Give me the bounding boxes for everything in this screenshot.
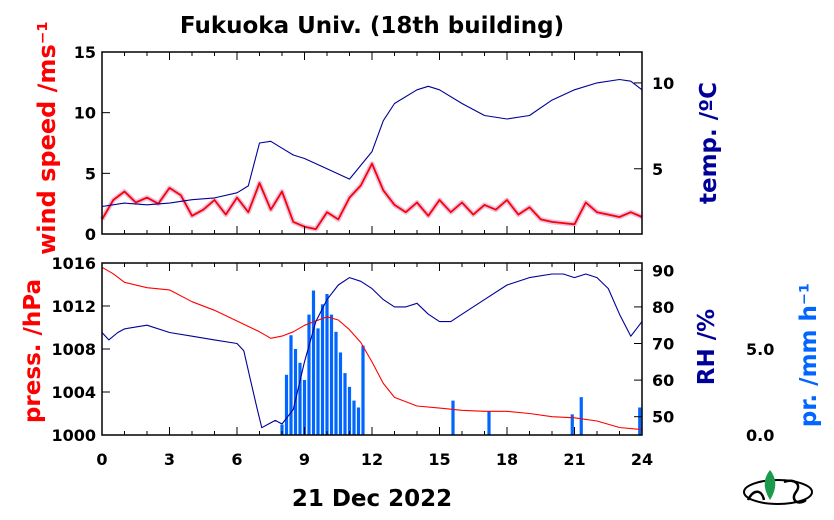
precip-bar xyxy=(293,349,298,435)
x-tick-label: 3 xyxy=(164,450,175,469)
left-y-tick-label: 10 xyxy=(74,104,96,123)
wind-speed-raw-band xyxy=(99,161,643,232)
chart-title: Fukuoka Univ. (18th building) xyxy=(180,13,564,39)
precip-bar xyxy=(302,379,307,435)
date-label: 21 Dec 2022 xyxy=(292,486,452,512)
precip-bar xyxy=(289,335,293,435)
precip-bar xyxy=(325,293,329,435)
precip-bar xyxy=(343,373,347,435)
x-tick-label: 21 xyxy=(563,450,585,469)
precip-bar xyxy=(361,345,365,435)
precip-bar xyxy=(298,362,302,435)
x-tick-label: 15 xyxy=(428,450,450,469)
temperature-axis-label: temp. /ºC xyxy=(696,82,722,204)
right-y-tick-label: 90 xyxy=(652,261,674,280)
precip-bar xyxy=(451,400,455,435)
x-tick-label: 24 xyxy=(631,450,653,469)
left-y-tick-label: 1008 xyxy=(51,340,96,359)
bottom-panel: 0 3 6 9 12 15 18 21 24 1000 1004 1008 1012 1016 50 60 70… xyxy=(20,254,822,469)
precip-bar xyxy=(356,407,361,435)
precip-tick-label: 0.0 xyxy=(746,426,774,445)
x-tick-label: 0 xyxy=(96,450,107,469)
precip-bar xyxy=(352,400,356,435)
precip-bar xyxy=(311,290,316,435)
right-y-tick-label: 80 xyxy=(652,298,674,317)
precip-bar xyxy=(579,397,583,435)
precip-bar xyxy=(329,314,334,435)
right-y-tick-label: 60 xyxy=(652,371,674,390)
left-y-tick-label: 1012 xyxy=(51,297,96,316)
right-y-tick-label: 10 xyxy=(652,74,674,93)
left-y-tick-label: 1000 xyxy=(51,426,96,445)
precip-bar xyxy=(320,304,325,435)
right-y-tick-label: 70 xyxy=(652,335,674,354)
pressure-line xyxy=(101,266,643,431)
logo-stroke xyxy=(746,479,807,504)
precip-bar xyxy=(280,424,284,435)
precipitation-axis-label: pr. /mm h⁻¹ xyxy=(796,283,822,427)
precip-bar xyxy=(338,352,343,435)
left-y-tick-label: 15 xyxy=(74,43,96,62)
left-y-tick-label: 5 xyxy=(85,164,96,183)
top-panel: 0 5 10 15 5 10 wind speed /ms⁻¹ temp. /ºC xyxy=(33,21,722,255)
x-tick-label: 12 xyxy=(361,450,383,469)
precip-bar xyxy=(284,374,289,435)
left-y-tick-label: 0 xyxy=(85,225,96,244)
precip-tick-label: 5.0 xyxy=(746,340,774,359)
plot-frame xyxy=(101,51,643,235)
wind-speed-line xyxy=(101,162,643,231)
temperature-line xyxy=(101,78,643,208)
left-y-tick-label: 1016 xyxy=(51,254,96,273)
precip-bar xyxy=(316,328,320,435)
left-y-tick-label: 1004 xyxy=(51,383,96,402)
logo-ring xyxy=(743,479,813,505)
logo xyxy=(743,470,813,505)
precip-bar xyxy=(307,314,311,435)
x-tick-label: 9 xyxy=(299,450,310,469)
right-y-tick-label: 5 xyxy=(652,160,663,179)
x-tick-label: 18 xyxy=(496,450,518,469)
right-y-tick-label: 50 xyxy=(652,408,674,427)
humidity-axis-label: RH /% xyxy=(694,309,720,385)
pressure-axis-label: press. /hPa xyxy=(20,279,46,423)
precip-bar xyxy=(347,386,352,435)
humidity-line xyxy=(101,273,643,429)
x-tick-label: 6 xyxy=(231,450,242,469)
logo-leaf-icon xyxy=(764,470,776,500)
precip-bar xyxy=(570,414,574,435)
precip-bar xyxy=(487,410,491,435)
precip-bar xyxy=(334,331,338,435)
precip-bar xyxy=(638,407,642,435)
wind-speed-axis-label: wind speed /ms⁻¹ xyxy=(33,21,61,255)
